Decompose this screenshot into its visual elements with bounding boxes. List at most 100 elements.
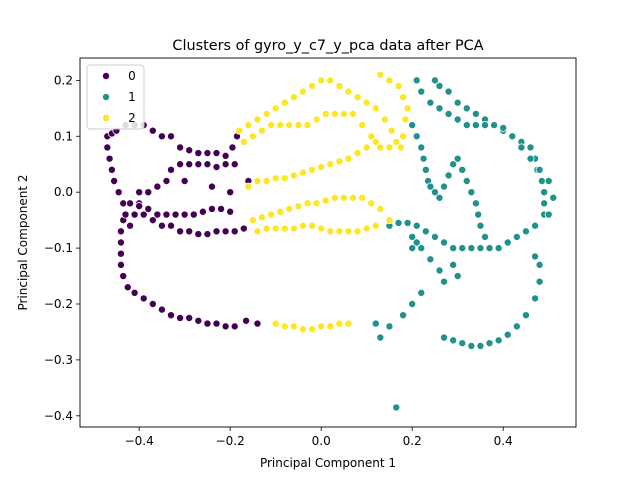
data-point xyxy=(103,143,112,152)
data-point xyxy=(362,98,371,107)
data-point xyxy=(399,311,408,320)
data-point xyxy=(123,283,132,292)
data-point xyxy=(540,199,549,208)
data-point xyxy=(458,244,467,253)
data-point xyxy=(349,109,358,118)
data-point xyxy=(430,76,439,85)
data-point xyxy=(408,232,417,241)
data-point xyxy=(412,221,421,230)
data-point xyxy=(417,87,426,96)
data-point xyxy=(148,216,157,225)
data-point xyxy=(326,76,335,85)
data-point xyxy=(239,224,248,233)
data-point xyxy=(358,121,367,130)
data-point xyxy=(344,87,353,96)
data-point xyxy=(139,210,148,219)
data-point xyxy=(394,81,403,90)
data-point xyxy=(162,210,171,219)
data-point xyxy=(385,322,394,331)
data-point xyxy=(367,132,376,141)
data-point xyxy=(280,224,289,233)
data-point xyxy=(171,210,180,219)
data-point xyxy=(239,137,248,146)
data-point xyxy=(130,210,139,219)
data-point xyxy=(212,149,221,158)
data-point xyxy=(435,193,444,202)
data-point xyxy=(371,104,380,113)
data-point xyxy=(544,176,553,185)
data-point xyxy=(110,176,119,185)
data-point xyxy=(207,182,216,191)
data-point xyxy=(440,238,449,247)
data-point xyxy=(371,221,380,230)
data-point xyxy=(471,109,480,118)
data-point xyxy=(344,227,353,236)
data-point xyxy=(449,160,458,169)
data-point xyxy=(262,224,271,233)
data-point xyxy=(358,193,367,202)
data-point xyxy=(144,204,153,213)
data-point xyxy=(526,154,535,163)
legend-label: 0 xyxy=(128,69,136,83)
data-point xyxy=(474,210,483,219)
data-point xyxy=(157,305,166,314)
legend-marker xyxy=(102,72,111,81)
data-point xyxy=(462,176,471,185)
data-point xyxy=(321,196,330,205)
data-point xyxy=(116,227,125,236)
data-point xyxy=(412,76,421,85)
data-point xyxy=(544,210,553,219)
data-point xyxy=(185,313,194,322)
data-point xyxy=(258,126,267,135)
data-point xyxy=(230,160,239,169)
data-point xyxy=(276,121,285,130)
data-point xyxy=(167,165,176,174)
data-point xyxy=(426,255,435,264)
data-point xyxy=(317,224,326,233)
data-point xyxy=(130,288,139,297)
data-point xyxy=(212,227,221,236)
data-point xyxy=(376,143,385,152)
data-point xyxy=(326,227,335,236)
data-point xyxy=(480,232,489,241)
legend-marker xyxy=(102,93,111,102)
legend-marker xyxy=(102,114,111,123)
data-point xyxy=(326,160,335,169)
data-point xyxy=(503,330,512,339)
data-point xyxy=(267,210,276,219)
data-point xyxy=(244,121,253,130)
data-point xyxy=(531,252,540,261)
data-point xyxy=(408,244,417,253)
data-point xyxy=(417,288,426,297)
data-point xyxy=(303,199,312,208)
data-point xyxy=(326,322,335,331)
data-point xyxy=(549,193,558,202)
data-point xyxy=(535,260,544,269)
plot-area xyxy=(103,70,558,412)
data-point xyxy=(330,109,339,118)
data-point xyxy=(312,199,321,208)
data-point xyxy=(503,238,512,247)
data-point xyxy=(435,104,444,113)
data-point xyxy=(198,207,207,216)
data-point xyxy=(135,188,144,197)
data-point xyxy=(271,174,280,183)
data-point xyxy=(176,313,185,322)
data-point xyxy=(408,121,417,130)
data-point xyxy=(349,193,358,202)
data-point xyxy=(521,311,530,320)
data-point xyxy=(248,132,257,141)
data-point xyxy=(253,319,262,328)
data-point xyxy=(462,121,471,130)
data-point xyxy=(426,182,435,191)
data-point xyxy=(412,132,421,141)
data-point xyxy=(285,121,294,130)
data-point xyxy=(267,121,276,130)
data-point xyxy=(116,260,125,269)
data-point xyxy=(217,204,226,213)
data-point xyxy=(419,154,428,163)
x-axis-label: Principal Component 1 xyxy=(260,456,396,470)
data-point xyxy=(189,210,198,219)
data-point xyxy=(471,199,480,208)
data-point xyxy=(392,403,401,412)
